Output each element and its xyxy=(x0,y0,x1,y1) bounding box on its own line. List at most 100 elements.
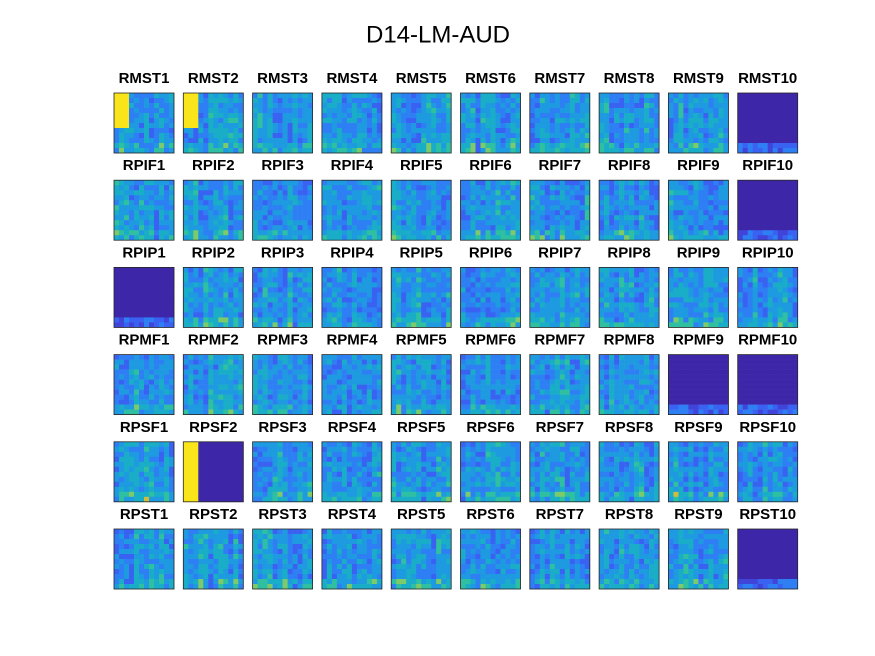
heatmap-cell xyxy=(634,282,640,288)
heatmap-cell xyxy=(159,374,165,380)
heatmap-cell xyxy=(346,205,353,211)
heatmap-cell xyxy=(703,103,709,109)
heatmap-cell xyxy=(619,302,625,308)
heatmap-cell xyxy=(371,220,378,226)
heatmap-cell xyxy=(277,384,283,390)
heatmap-cell xyxy=(277,272,283,278)
heatmap-cell xyxy=(465,123,471,129)
heatmap-cell xyxy=(356,185,363,191)
heatmap-cell xyxy=(257,409,263,415)
heatmap-cell xyxy=(287,128,293,134)
heatmap-cell xyxy=(218,225,224,231)
heatmap-cell xyxy=(718,225,724,231)
heatmap-cell xyxy=(693,133,699,139)
heatmap-cell xyxy=(292,195,298,201)
heatmap-cell xyxy=(708,297,714,303)
heatmap-cell xyxy=(604,108,610,114)
heatmap-cell xyxy=(371,205,378,211)
heatmap-cell xyxy=(371,374,378,380)
heatmap-cell xyxy=(139,389,145,395)
heatmap-cell xyxy=(321,384,328,390)
heatmap-cell xyxy=(614,103,620,109)
heatmap-cell xyxy=(500,128,506,134)
heatmap-cell xyxy=(668,133,674,139)
heatmap-cell xyxy=(698,272,704,278)
heatmap-cell xyxy=(321,210,328,216)
heatmap-cell xyxy=(529,108,536,114)
heatmap-cell xyxy=(485,272,491,278)
heatmap-cell xyxy=(213,103,219,109)
heatmap-cell xyxy=(149,220,155,226)
heatmap-cell xyxy=(614,317,620,323)
heatmap-cell xyxy=(228,200,234,206)
heatmap-cell xyxy=(183,379,189,385)
heatmap-cell xyxy=(693,113,699,119)
heatmap-cell xyxy=(159,404,165,410)
heatmap-cell xyxy=(406,225,412,231)
heatmap-cell xyxy=(574,267,581,273)
heatmap-cell xyxy=(326,195,333,201)
heatmap-cell xyxy=(366,409,373,415)
heatmap-cell xyxy=(534,220,541,226)
heatmap-cell xyxy=(198,133,204,139)
heatmap-cell xyxy=(713,210,719,216)
heatmap-cell xyxy=(584,225,591,231)
heatmap-cell xyxy=(341,409,348,415)
heatmap-cell xyxy=(233,312,239,318)
heatmap-cell xyxy=(272,302,278,308)
heatmap-cell xyxy=(144,384,150,390)
heatmap-cell xyxy=(723,210,729,216)
heatmap-cell xyxy=(356,384,363,390)
heatmap-cell xyxy=(154,128,160,134)
heatmap-cell xyxy=(441,307,447,313)
heatmap-cell xyxy=(787,292,793,298)
heatmap-cell xyxy=(480,133,486,139)
heatmap-cell xyxy=(703,190,709,196)
heatmap-cell xyxy=(649,123,655,129)
heatmap-cell xyxy=(747,235,753,241)
heatmap-cell xyxy=(559,307,566,313)
heatmap-cell xyxy=(470,200,476,206)
heatmap-cell xyxy=(529,133,536,139)
heatmap-cell xyxy=(257,215,263,221)
heatmap-cell xyxy=(326,297,333,303)
heatmap-cell xyxy=(267,210,273,216)
heatmap-cell xyxy=(767,317,773,323)
heatmap-cell xyxy=(708,103,714,109)
heatmap-cell xyxy=(321,374,328,380)
heatmap-cell xyxy=(228,185,234,191)
heatmap-cell xyxy=(673,195,679,201)
heatmap-cell xyxy=(238,277,244,283)
heatmap-cell xyxy=(534,200,541,206)
heatmap-cell xyxy=(634,123,640,129)
heatmap-cell xyxy=(421,93,427,99)
heatmap-cell xyxy=(223,190,229,196)
heatmap-cell xyxy=(287,374,293,380)
heatmap-cell xyxy=(198,379,204,385)
heatmap-cell xyxy=(277,277,283,283)
heatmap-cell xyxy=(297,287,303,293)
heatmap-cell xyxy=(346,374,353,380)
heatmap-cell xyxy=(169,220,175,226)
heatmap-cell xyxy=(149,225,155,231)
heatmap-cell xyxy=(336,103,343,109)
heatmap-cell xyxy=(129,267,135,273)
heatmap-cell xyxy=(213,384,219,390)
heatmap-cell xyxy=(574,220,581,226)
heatmap-cell xyxy=(698,302,704,308)
heatmap-cell xyxy=(584,118,591,124)
heatmap-cell xyxy=(460,128,466,134)
heatmap-cell xyxy=(534,113,541,119)
heatmap-cell xyxy=(619,190,625,196)
heatmap-cell xyxy=(431,210,437,216)
heatmap-cell xyxy=(341,292,348,298)
heatmap-cell xyxy=(233,292,239,298)
heatmap-cell xyxy=(124,98,130,104)
heatmap-cell xyxy=(223,98,229,104)
heatmap-cell xyxy=(480,98,486,104)
heatmap-cell xyxy=(718,103,724,109)
heatmap-cell xyxy=(693,185,699,191)
heatmap-cell xyxy=(336,359,343,365)
heatmap-cell xyxy=(326,404,333,410)
heatmap-cell xyxy=(341,195,348,201)
